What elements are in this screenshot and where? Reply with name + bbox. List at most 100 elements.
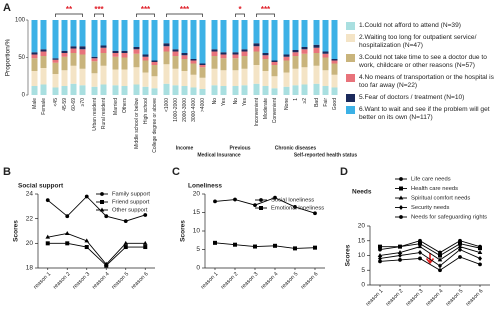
y-tick-label: 15 (193, 209, 201, 216)
bar-segment (52, 62, 59, 74)
marker (438, 268, 442, 273)
marker (418, 250, 422, 256)
bar-segment (262, 71, 269, 86)
bar-segment (181, 20, 188, 53)
bar-segment (142, 20, 149, 55)
x-tick-label: 1 (293, 98, 299, 101)
marker (99, 207, 105, 212)
marker (65, 241, 70, 246)
series-line (214, 242, 316, 249)
bar-segment (151, 62, 158, 65)
bar-segment (181, 86, 188, 95)
marker (273, 243, 277, 248)
bar-segment (61, 70, 68, 86)
bar-segment (61, 53, 68, 57)
bar-segment (301, 53, 308, 68)
panel-letter: D (340, 166, 348, 178)
bar-segment (52, 74, 59, 88)
bar-segment (190, 74, 197, 88)
marker (398, 244, 402, 249)
bar-segment (262, 59, 269, 71)
bar-segment (100, 53, 107, 66)
legend-label: 3.Could not take time to see a doctor du… (359, 54, 487, 69)
legend-label: 4.No means of transportation or the hosp… (359, 74, 494, 89)
bar-segment (211, 56, 218, 69)
bar-segment (112, 69, 119, 86)
marker (378, 244, 382, 249)
x-tick-label: reason 6 (300, 271, 319, 290)
bar-segment (172, 20, 179, 50)
bar-segment (292, 68, 299, 86)
marker (399, 205, 403, 210)
significance-bracket (256, 13, 275, 17)
marker (123, 240, 129, 245)
x-tick-label: reason 3 (240, 271, 259, 290)
x-tick-label: ≥70 (80, 98, 86, 107)
bar-segment (40, 51, 47, 56)
bar-segment (190, 59, 197, 61)
bar-segment (151, 60, 158, 62)
x-tick-label: reason 4 (91, 271, 110, 290)
bar-segment (241, 49, 248, 52)
x-tick-label: ≥2 (302, 98, 308, 104)
bar-segment (79, 46, 86, 50)
significance-label: *** (94, 5, 104, 14)
bar-segment (151, 20, 158, 61)
legend-entry: 1.Could not afford to attend (N=39) (346, 22, 498, 30)
bar-segment (199, 20, 206, 64)
bar-segment (199, 67, 206, 78)
bar-segment (61, 20, 68, 51)
marker (104, 214, 109, 219)
y-tick-label: 22 (26, 215, 34, 222)
bar-segment (199, 63, 206, 65)
marker (143, 213, 148, 217)
y-axis-label: Proportion/% (5, 38, 12, 76)
legend-label: Emotional loneliness (271, 206, 324, 212)
bar-segment (70, 46, 77, 49)
bar-segment (121, 86, 128, 95)
marker (259, 198, 263, 202)
x-tick-label: Yes (242, 98, 248, 107)
x-tick-label: reason 2 (220, 271, 239, 290)
marker (397, 250, 403, 255)
bar-segment (232, 86, 239, 95)
marker (233, 197, 237, 202)
x-tick-label: reason 1 (200, 271, 219, 290)
x-tick-label: No (212, 98, 218, 105)
marker (84, 245, 89, 250)
bar-segment (211, 85, 218, 95)
x-tick-label: 1000-2000 (173, 98, 179, 122)
marker (477, 250, 483, 255)
bar-segment (163, 43, 170, 47)
marker (84, 238, 90, 243)
legend-label: 5.Fear of doctors / treatment (N=10) (359, 94, 465, 101)
legend-entry: 3.Could not take time to see a doctor du… (346, 54, 498, 70)
series-line (380, 243, 481, 257)
y-tick-label: 0 (22, 93, 26, 99)
bar-segment (232, 70, 239, 86)
bar-segment (100, 84, 107, 95)
bar-segment (100, 47, 107, 53)
marker (143, 245, 148, 250)
bar-segment (283, 60, 290, 73)
series-line (214, 197, 316, 214)
chart-title: Needs (352, 189, 372, 196)
bar-segment (199, 89, 206, 95)
bar-segment (199, 65, 206, 68)
bar-segment (211, 49, 218, 52)
bar-segment (121, 57, 128, 70)
bar-segment (121, 53, 128, 58)
marker (418, 256, 422, 261)
bar-segment (190, 20, 197, 59)
bar-segment (322, 57, 329, 71)
marker (417, 244, 423, 249)
bar-segment (253, 20, 260, 44)
marker (478, 262, 482, 267)
bar-segment (271, 62, 278, 65)
marker (313, 245, 317, 250)
y-tick-label: 15 (358, 237, 366, 244)
bar-segment (133, 20, 140, 47)
bar-segment (271, 65, 278, 77)
marker (458, 247, 462, 253)
